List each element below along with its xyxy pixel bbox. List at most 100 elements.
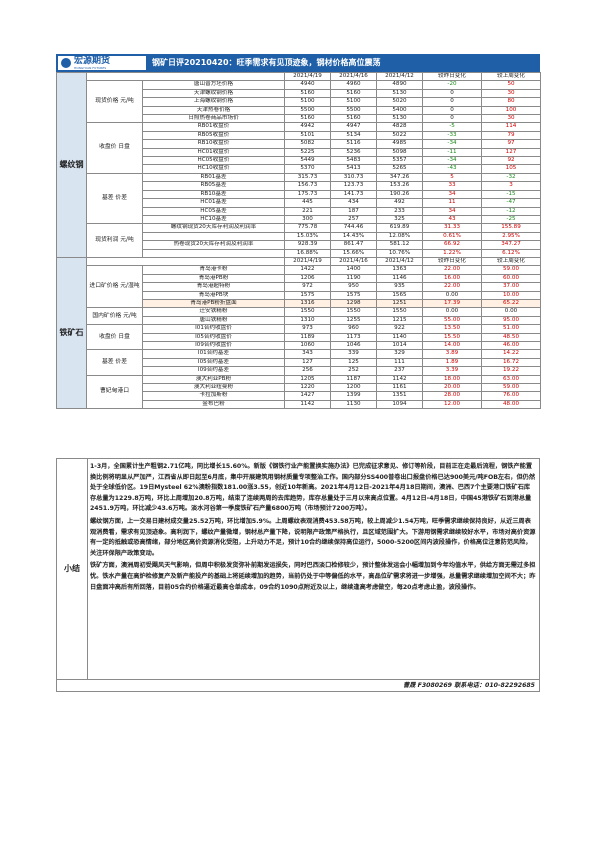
change-daily-cell: 12.00 [422,399,482,410]
row-label: 金布巴粉 [142,399,285,410]
table-row: I05合约收盘价 1189 1173 1140 15.50 48.50 [57,332,541,343]
summary-paragraph: 螺纹钢方面，上一交易日建材成交量25.52万吨，环比增加5.9%。上周螺纹表观消… [90,517,536,557]
table-row: 唐山铁精粉 1310 1255 1215 55.00 95.00 [57,315,541,326]
row-label: 唐山普方坯价格 [142,80,285,90]
value-cell: 221 [284,206,331,216]
change-weekly-cell: 37.00 [481,282,541,292]
value-cell: 4828 [376,122,423,132]
logo-text: 宏源期货 [74,56,111,66]
value-cell: 111 [376,357,423,368]
value-cell: 347.26 [376,172,423,183]
data-sheet: 螺纹钢 2021/4/19 2021/4/16 2021/4/12 较昨日变化 较上周变化… [56,71,541,410]
change-daily-cell: 16.00 [422,273,482,284]
group-label: 基差 价差 [86,349,143,376]
value-cell: 5160 [330,114,377,124]
change-weekly-cell: 48.50 [481,332,541,343]
row-label [142,231,285,242]
table-header-row: 铁矿石 2021/4/19 2021/4/16 2021/4/12 较昨日变化 较上周变化 [56,256,541,410]
change-daily-cell: 0.00 [422,307,482,317]
value-cell: 619.89 [376,223,423,233]
summary-body: 1-3月，全国累计生产粗钢2.71亿吨，同比增长15.60%。新版《钢铁行业产能… [90,462,536,595]
table-row: I09合约收盘价 1060 1046 1014 14.00 46.00 [57,340,541,351]
row-label: I09合约基差 [142,366,285,376]
change-daily-cell: 18.00 [422,374,482,385]
group-label: 国内矿价格 元/吨 [86,307,143,326]
row-label: 青岛港PB粉折盘面 [142,298,285,309]
change-weekly-cell: 92 [481,156,541,166]
value-cell: 1220 [284,383,331,393]
value-cell: 141.73 [330,189,377,200]
change-weekly-cell: 79 [481,130,541,141]
header-blank [86,71,285,82]
row-label: 热卷现货20天库存利润及利润率 [142,240,285,250]
change-weekly-cell: -25 [481,214,541,225]
row-label: HC01基差 [142,198,285,208]
change-daily-cell: 15.50 [422,332,482,343]
change-weekly-cell: 6.12% [481,248,541,258]
table-row: RB05基差 156.73 123.73 153.26 33 3 [57,181,541,191]
value-cell: 972 [284,282,331,292]
value-cell: 861.47 [330,240,377,250]
row-label: RB05基差 [142,181,285,191]
value-cell: 5500 [284,105,331,116]
value-cell: 1550 [376,307,423,317]
table-row: 青岛港PB块 1575 1575 1565 0.00 10.00 [57,290,541,300]
value-cell: 1200 [330,383,377,393]
header-blank [86,256,285,267]
row-label: 青岛港超特粉 [142,282,285,292]
row-label: RB10收盘价 [142,139,285,149]
change-daily-cell: 66.92 [422,240,482,250]
value-cell: 5160 [284,88,331,99]
value-cell: 973 [284,324,331,334]
table-row: 收盘价 日盘 I01合约收盘价 973 960 922 13.50 51.00 [57,324,541,351]
summary-paragraph: 1-3月，全国累计生产粗钢2.71亿吨，同比增长15.60%。新版《钢铁行业产能… [90,463,536,513]
value-cell: 310.73 [330,172,377,183]
row-label: HC10收盘价 [142,164,285,174]
row-label: 上海螺纹钢价格 [142,97,285,107]
column-header: 2021/4/12 [376,256,423,267]
table-row: 16.88% 15.66% 10.76% 1.22% 6.12% [57,248,541,258]
value-cell: 5483 [330,156,377,166]
value-cell: 1316 [284,298,331,309]
table-row: 基差 价差 RB01基差 315.73 310.73 347.26 5 -32 [57,172,541,225]
table-row: RB10基差 175.73 141.73 190.26 34 -15 [57,189,541,200]
table-row: HC05基差 221 187 233 34 -12 [57,206,541,216]
value-cell: 1094 [376,399,423,410]
group-label: 收盘价 日盘 [86,122,143,174]
group-label: 进口矿价格 元/湿吨 [86,265,143,309]
value-cell: 1189 [284,332,331,343]
change-weekly-cell: 63.00 [481,374,541,385]
row-label: I09合约收盘价 [142,340,285,351]
value-cell: 1550 [284,307,331,317]
summary-section: 小结 1-3月，全国累计生产粗钢2.71亿吨，同比增长15.60%。新版《钢铁行… [56,458,540,680]
value-cell: 445 [284,198,331,208]
value-cell: 1351 [376,391,423,401]
value-cell: 922 [376,324,423,334]
value-cell: 190.26 [376,189,423,200]
value-cell: 1363 [376,265,423,275]
row-label: RB01基差 [142,172,285,183]
change-weekly-cell: 114 [481,122,541,132]
change-weekly-cell: -15 [481,189,541,200]
table-row: 基差 价差 I01合约基差 343 339 329 3.89 14.22 [57,349,541,376]
group-label: 基差 价差 [86,172,143,225]
row-label: HC05基差 [142,206,285,216]
table-row: 现货利润 元/吨 螺纹钢现货20天库存利润及利润率 775.78 744.46 619.… [57,223,541,258]
change-weekly-cell: -32 [481,172,541,183]
change-daily-cell: 0 [422,105,482,116]
value-cell: 5160 [330,88,377,99]
change-daily-cell: -5 [422,122,482,132]
value-cell: 1575 [330,290,377,300]
value-cell: 5022 [376,130,423,141]
value-cell: 1146 [376,273,423,284]
row-label: 唐山铁精粉 [142,315,285,326]
table-row: HC10收盘价 5370 5413 5265 -43 105 [57,164,541,174]
value-cell: 5236 [330,147,377,158]
value-cell: 256 [284,366,331,376]
value-cell: 5100 [330,97,377,107]
report-title: 钢矿日评20210420：旺季需求有见顶迹象，钢材价格高位震荡 [152,58,381,67]
value-cell: 5130 [376,88,423,99]
row-label: 青岛港卡粉 [142,265,285,275]
value-cell: 16.88% [284,248,331,258]
change-daily-cell: -34 [422,156,482,166]
